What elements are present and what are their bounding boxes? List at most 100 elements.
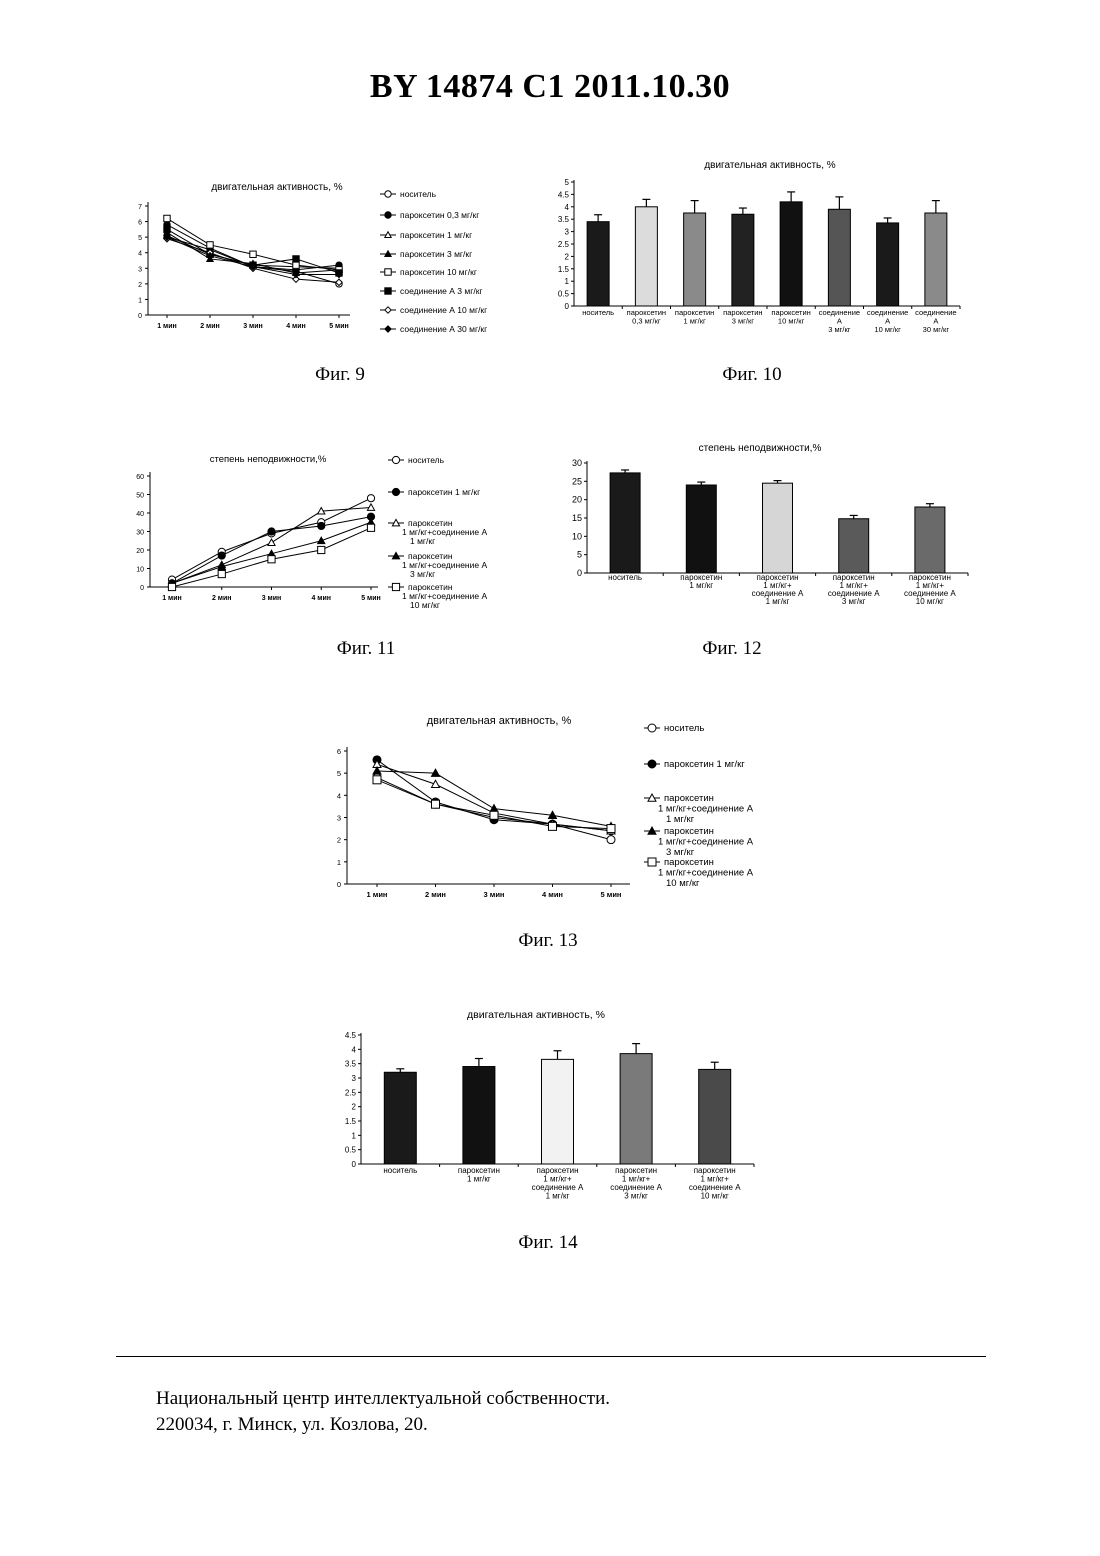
- data-point: [168, 580, 175, 587]
- data-point: [367, 519, 374, 525]
- legend-label: 10 мг/кг: [666, 878, 700, 889]
- legend-marker: [385, 232, 391, 238]
- series-line: [172, 507, 371, 583]
- data-point: [367, 504, 374, 510]
- series-line: [172, 498, 371, 579]
- data-point: [373, 774, 381, 782]
- data-point: [549, 811, 557, 818]
- legend-marker: [392, 488, 399, 495]
- category-label: 1 мг/кг+: [839, 581, 868, 590]
- data-point: [250, 260, 256, 266]
- data-point: [549, 820, 557, 827]
- legend-label: соединение А 30 мг/кг: [400, 324, 487, 334]
- y-tick-label: 2: [337, 836, 341, 845]
- category-label: 10 мг/кг: [916, 597, 944, 606]
- category-label: 1 мг/кг+: [543, 1175, 572, 1184]
- legend-marker: [385, 326, 391, 332]
- y-tick-label: 4.5: [345, 1031, 357, 1040]
- figure-10-caption: Фиг. 10: [652, 364, 852, 386]
- chart-title: двигательная активность, %: [427, 715, 572, 727]
- data-point: [168, 580, 175, 586]
- data-point: [268, 539, 275, 545]
- data-point: [207, 245, 213, 251]
- y-tick-label: 4.5: [558, 190, 570, 199]
- bar: [384, 1072, 416, 1164]
- series-line: [377, 771, 611, 826]
- y-tick-label: 10: [136, 567, 144, 574]
- data-point: [318, 508, 325, 514]
- y-tick-label: 15: [572, 513, 582, 523]
- bar: [684, 213, 706, 306]
- y-tick-label: 0: [352, 1160, 357, 1169]
- y-tick-label: 3.5: [558, 215, 570, 224]
- data-point: [490, 816, 498, 824]
- data-point: [318, 522, 325, 529]
- category-label: пароксетин: [909, 573, 951, 582]
- series-line: [167, 229, 339, 273]
- legend-label: 1 мг/кг+соединение А: [402, 591, 487, 601]
- figure-12-caption: Фиг. 12: [632, 638, 832, 660]
- legend-label: 1 мг/кг+соединение А: [658, 804, 754, 815]
- category-label: 10 мг/кг: [874, 325, 901, 334]
- footer-line-2: 220034, г. Минск, ул. Козлова, 20.: [156, 1414, 428, 1436]
- data-point: [432, 800, 440, 808]
- y-tick-label: 3: [352, 1074, 357, 1083]
- x-tick-label: 3 мин: [243, 323, 263, 330]
- figure-14-caption: Фиг. 14: [448, 1232, 648, 1254]
- legend-label: 1 мг/кг+соединение А: [658, 837, 754, 848]
- legend-label: 1 мг/кг+соединение А: [658, 868, 754, 879]
- data-point: [164, 234, 170, 240]
- figure-11-caption: Фиг. 11: [266, 638, 466, 660]
- y-tick-label: 60: [136, 474, 144, 481]
- category-label: пароксетин: [615, 1166, 657, 1175]
- category-label: соединение А: [752, 589, 804, 598]
- bar: [780, 202, 802, 306]
- x-tick-label: 5 мин: [329, 323, 349, 330]
- data-point: [336, 271, 342, 277]
- legend-marker: [648, 827, 656, 834]
- data-point: [607, 825, 615, 833]
- data-point: [607, 827, 615, 835]
- category-label: А: [933, 317, 938, 326]
- data-point: [168, 576, 175, 583]
- data-point: [207, 246, 213, 252]
- legend-marker: [392, 519, 399, 525]
- y-tick-label: 4: [138, 251, 142, 258]
- category-label: соединение: [867, 308, 908, 317]
- category-label: соединение А: [689, 1183, 741, 1192]
- data-point: [607, 827, 615, 834]
- y-tick-label: 3: [565, 228, 570, 237]
- y-tick-label: 5: [565, 178, 570, 187]
- data-point: [293, 262, 299, 268]
- category-label: 1 мг/кг: [684, 317, 707, 326]
- category-label: пароксетин: [694, 1166, 736, 1175]
- y-tick-label: 3: [138, 266, 142, 273]
- legend-label: носитель: [664, 723, 704, 734]
- data-point: [218, 552, 225, 559]
- category-label: А: [885, 317, 890, 326]
- legend-label: 1 мг/кг+соединение А: [402, 560, 487, 570]
- data-point: [164, 234, 170, 240]
- y-tick-label: 30: [572, 458, 582, 468]
- data-point: [207, 242, 213, 248]
- y-tick-label: 5: [577, 550, 582, 560]
- data-point: [293, 267, 299, 273]
- data-point: [490, 805, 498, 812]
- data-point: [207, 256, 213, 262]
- data-point: [336, 267, 342, 273]
- patent-header: BY 14874 C1 2011.10.30: [0, 68, 1100, 106]
- x-tick-label: 1 мин: [162, 595, 182, 602]
- y-tick-label: 50: [136, 493, 144, 500]
- data-point: [164, 226, 170, 232]
- series-line: [167, 237, 339, 284]
- data-point: [268, 528, 275, 535]
- legend-label: пароксетин 0,3 мг/кг: [400, 210, 479, 220]
- data-point: [164, 215, 170, 221]
- legend-label: 1 мг/кг: [666, 814, 695, 825]
- data-point: [250, 262, 256, 268]
